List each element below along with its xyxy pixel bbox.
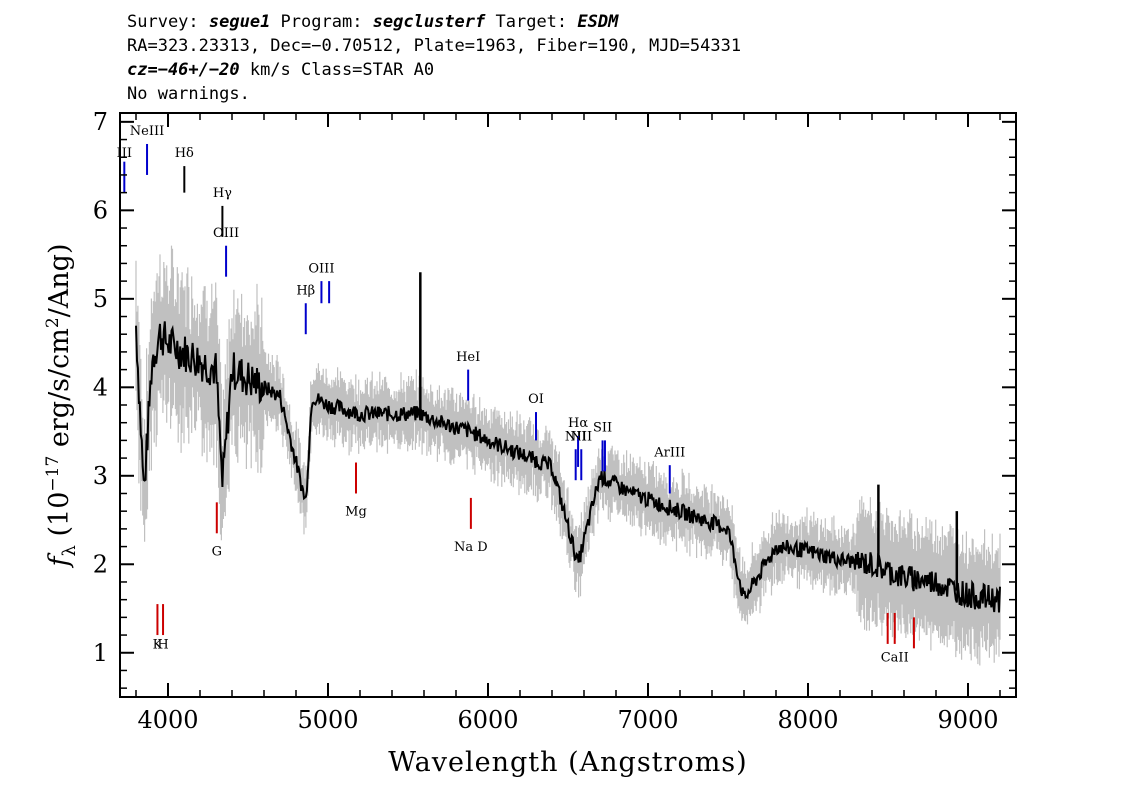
program-label: Program: xyxy=(270,12,373,32)
y-tick-label: 5 xyxy=(93,285,108,313)
x-tick-label: 5000 xyxy=(297,706,358,734)
target-value: ESDM xyxy=(577,12,619,32)
line-label: CaII xyxy=(881,651,909,666)
line-label: NII xyxy=(565,429,587,444)
line-label: SII xyxy=(593,421,612,436)
line-label: Mg xyxy=(345,505,367,520)
line-label: K xyxy=(153,637,163,652)
line-label: Na D xyxy=(454,540,488,555)
line-label: NeIII xyxy=(130,124,164,139)
flux-series xyxy=(135,272,1001,613)
y-tick-label: 2 xyxy=(93,550,108,578)
program-value: segclusterf xyxy=(372,12,486,32)
x-tick-label: 8000 xyxy=(777,706,838,734)
y-axis-label: fλ (10−17 erg/s/cm2/Ang) xyxy=(43,244,80,569)
y-tick-label: 4 xyxy=(93,373,108,401)
y-axis-label-part: 2 xyxy=(43,317,63,328)
line-label: H xyxy=(157,637,168,652)
x-tick-label: 4000 xyxy=(137,706,198,734)
line-label: NII xyxy=(570,429,592,444)
error-band-path xyxy=(135,245,1001,666)
y-tick-label: 7 xyxy=(93,108,108,136)
line-label: ArIII xyxy=(653,445,685,460)
line-label: Hγ xyxy=(213,186,232,201)
axis-ticks: 4000 5000 6000 7000 8000 9000 1 2 3 4 5 6 7 xyxy=(93,108,1016,734)
error-band xyxy=(135,245,1001,666)
survey-value: segue1 xyxy=(208,12,271,32)
line-label: OIII xyxy=(308,261,334,276)
line-label: G xyxy=(212,544,222,559)
y-axis-label-part: −17 xyxy=(43,456,63,492)
line-label: Hδ xyxy=(175,146,194,161)
class-value: km/s Class=STAR A0 xyxy=(239,60,435,80)
y-axis-label-part: λ xyxy=(59,545,80,556)
y-tick-label: 6 xyxy=(93,196,108,224)
x-tick-label: 6000 xyxy=(457,706,518,734)
survey-label: Survey: xyxy=(127,12,209,32)
header-line-1: Survey: segue1 Program: segclusterf Targ… xyxy=(127,10,741,34)
redshift-value: cz=−46+/−20 xyxy=(127,60,240,80)
x-tick-label: 9000 xyxy=(937,706,998,734)
line-label: OIII xyxy=(213,226,239,241)
line-label: Hα xyxy=(568,416,588,431)
flux-line xyxy=(135,321,1001,613)
header-line-3: cz=−46+/−20 km/s Class=STAR A0 xyxy=(127,58,741,82)
spectrum-header: Survey: segue1 Program: segclusterf Targ… xyxy=(127,10,741,106)
x-axis-label: Wavelength (Angstroms) xyxy=(388,747,747,778)
header-line-2: RA=323.23313, Dec=−0.70512, Plate=1963, … xyxy=(127,36,742,56)
y-axis-label-part: (10 xyxy=(44,492,75,545)
y-tick-label: 3 xyxy=(93,462,108,490)
line-label: OI xyxy=(528,392,544,407)
x-tick-label: 7000 xyxy=(617,706,678,734)
line-label: III xyxy=(117,146,132,161)
y-axis-label-part: /Ang) xyxy=(44,244,75,318)
header-line-4: No warnings. xyxy=(127,84,250,104)
line-label: Hβ xyxy=(296,283,315,298)
line-label: HeI xyxy=(456,350,480,365)
y-axis-label-part: erg/s/cm xyxy=(44,328,75,456)
target-label: Target: xyxy=(485,12,578,32)
y-tick-label: 1 xyxy=(93,639,108,667)
